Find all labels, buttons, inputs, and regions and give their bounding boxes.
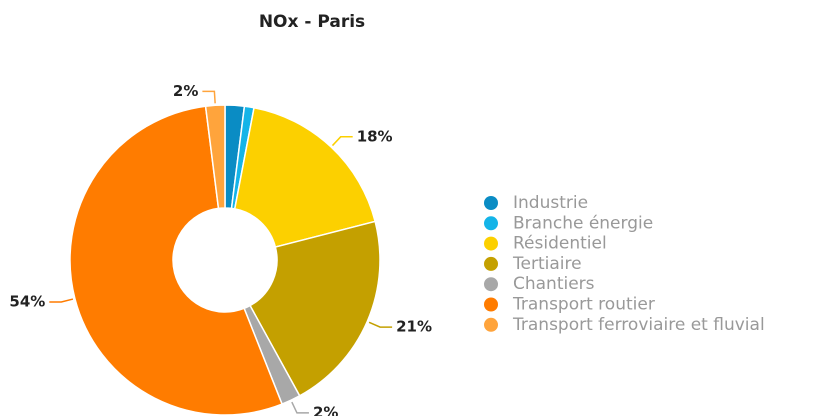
legend-marker [484, 256, 498, 271]
data-label: 2% [173, 82, 198, 100]
legend-label: Transport routier [512, 295, 655, 315]
leader-line [49, 298, 74, 303]
leader-line [331, 136, 353, 147]
data-label: 21% [396, 318, 432, 336]
leader-line [202, 90, 216, 104]
legend-marker [484, 297, 498, 312]
data-label: 54% [9, 293, 45, 311]
legend-label: Résidentiel [513, 234, 607, 254]
data-label: 2% [313, 403, 338, 416]
data-label: 18% [357, 127, 393, 145]
slice [249, 220, 381, 397]
leader-line [368, 321, 393, 328]
legend-label: Chantiers [513, 274, 595, 294]
legend-label: Tertiaire [512, 254, 582, 274]
legend-marker [484, 317, 498, 332]
slice [204, 104, 226, 210]
legend-marker [484, 216, 498, 231]
legend-label: Branche énergie [513, 213, 653, 233]
slice [233, 106, 377, 248]
legend-label: Transport ferroviaire et fluvial [512, 315, 765, 335]
legend-marker [484, 236, 498, 251]
chart-title: NOx - Paris [259, 12, 365, 32]
legend-marker [484, 277, 498, 292]
legend-label: Industrie [513, 193, 588, 213]
leader-line [291, 401, 309, 414]
slice [69, 105, 284, 416]
legend-marker [484, 196, 498, 210]
